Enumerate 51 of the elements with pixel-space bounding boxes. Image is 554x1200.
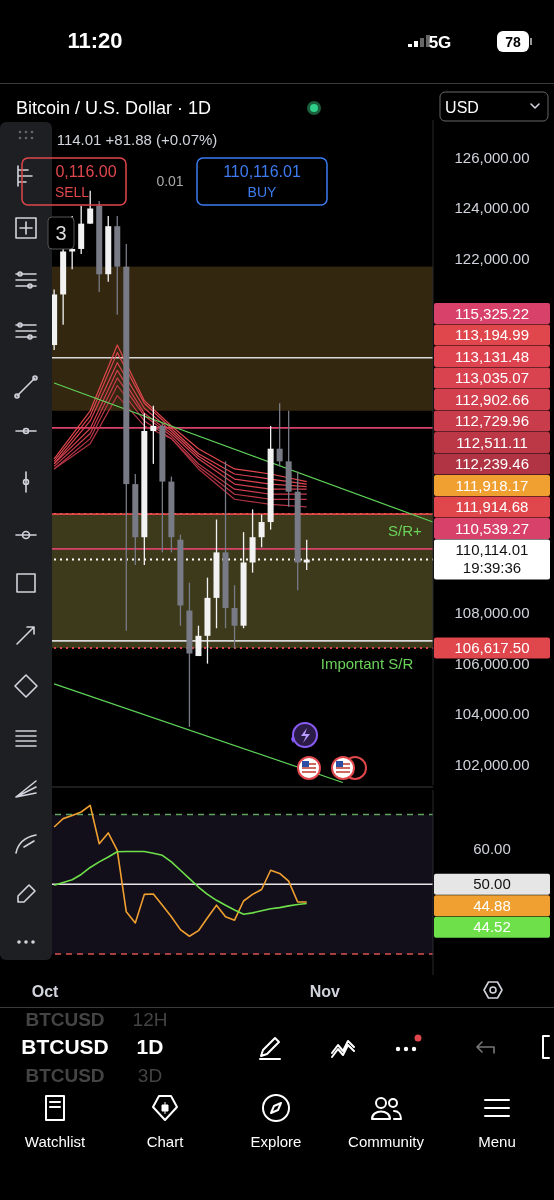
ref-line-label: 110,114.01 19:39:36 — [455, 541, 529, 577]
text: Explore — [250, 1133, 302, 1150]
text: 112,239.46 — [455, 455, 529, 473]
text: 112,902.66 — [455, 390, 529, 408]
ref-line-label: 106,617.50 — [454, 639, 530, 657]
y-tick-label: 108,000.00 — [454, 604, 530, 622]
y-tick-label: 106,000.00 — [454, 654, 530, 672]
annotation: 0,116.00 — [55, 163, 117, 180]
text: Watchlist — [24, 1133, 86, 1150]
annotation: BUY — [247, 184, 278, 200]
text: 112,511.11 — [456, 433, 528, 451]
text: 1D — [136, 1035, 164, 1058]
annotation: 3 — [55, 222, 67, 244]
text: 113,194.99 — [455, 326, 529, 344]
text: 12H — [132, 1009, 168, 1030]
annotation: Important S/R — [320, 655, 414, 672]
text: Chart — [146, 1133, 185, 1150]
annotation: 114.01 +81.88 (+0.07%) — [56, 131, 218, 148]
text: USD — [445, 99, 479, 116]
y-tick-label: 102,000.00 — [454, 755, 530, 773]
text: 44.52 — [473, 918, 511, 936]
text: BTCUSD — [25, 1065, 105, 1086]
text: BTCUSD — [21, 1035, 109, 1058]
text: 78 — [505, 34, 521, 50]
ref-line-label: 110,539.27 — [455, 519, 529, 537]
y-tick-label: 122,000.00 — [454, 250, 530, 268]
chart-title: Bitcoin / U.S. Dollar · 1D — [16, 98, 212, 118]
annotation: 110,116.01 — [223, 163, 301, 180]
annotation: S/R+ — [388, 522, 423, 539]
text: 113,035.07 — [455, 369, 529, 387]
x-tick-label: Nov — [309, 983, 340, 1000]
annotation: 0.01 — [156, 173, 184, 189]
text: 11:20 — [67, 28, 123, 53]
y-tick-label: 124,000.00 — [454, 199, 530, 217]
text: 113,131.48 — [455, 347, 529, 365]
text: BTCUSD — [25, 1009, 105, 1030]
x-tick-label: Oct — [31, 983, 60, 1000]
ref-line-label: 111,914.68 — [455, 498, 529, 516]
text: 5G — [428, 33, 452, 52]
text: 44.88 — [473, 896, 511, 914]
annotation: SELL — [54, 184, 90, 200]
text: Menu — [478, 1133, 516, 1150]
text: 3D — [137, 1065, 163, 1086]
y-tick-label: 60.00 — [473, 840, 511, 858]
y-tick-label: 126,000.00 — [454, 148, 530, 166]
text: 112,729.96 — [455, 412, 529, 430]
y-tick-label: 104,000.00 — [454, 705, 530, 723]
text: 115,325.22 — [455, 304, 529, 322]
text: Community — [348, 1133, 425, 1150]
ref-line-label: 111,918.17 — [455, 476, 529, 494]
y-tick-label: 50.00 — [473, 875, 511, 893]
